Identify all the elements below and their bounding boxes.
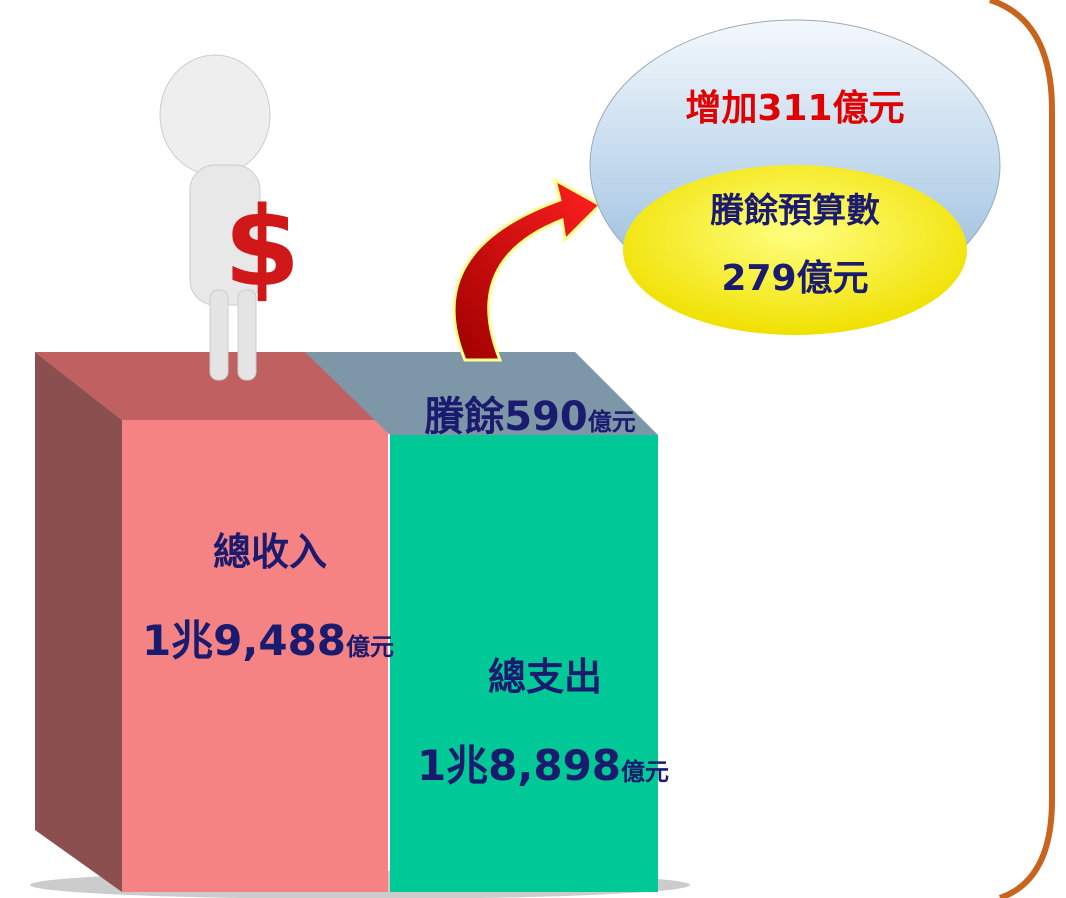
revenue-text: 1兆9,488億元 [142,616,394,665]
figure: $ [159,54,301,381]
expenditure-amount: 1兆8,898 [417,741,621,790]
expenditure-label: 總支出 [488,655,602,699]
expenditure-box-top [305,352,658,435]
increase-text: 增加311億元 [685,88,904,129]
expenditure-text: 1兆8,898億元 [417,741,669,790]
frame [989,0,1055,898]
revenue-box-front [122,420,388,892]
budget-label: 賸餘預算數 [710,191,880,231]
surplus-text: 賸餘590億元 [424,394,636,440]
surplus-amount: 賸餘590 [424,394,588,440]
expenditure-unit: 億元 [621,758,669,786]
arrow [452,177,603,362]
revenue-amount: 1兆9,488 [142,616,346,665]
surplus-unit: 億元 [588,408,636,436]
bubble-inner [623,165,967,335]
expenditure-box-front [390,435,658,892]
revenue-unit: 億元 [346,633,394,661]
revenue-box-top [35,352,388,420]
budget-value: 279億元 [721,258,868,299]
revenue-box-side [35,352,122,892]
svg-text:$: $ [224,183,301,311]
revenue-label: 總收入 [213,530,327,574]
